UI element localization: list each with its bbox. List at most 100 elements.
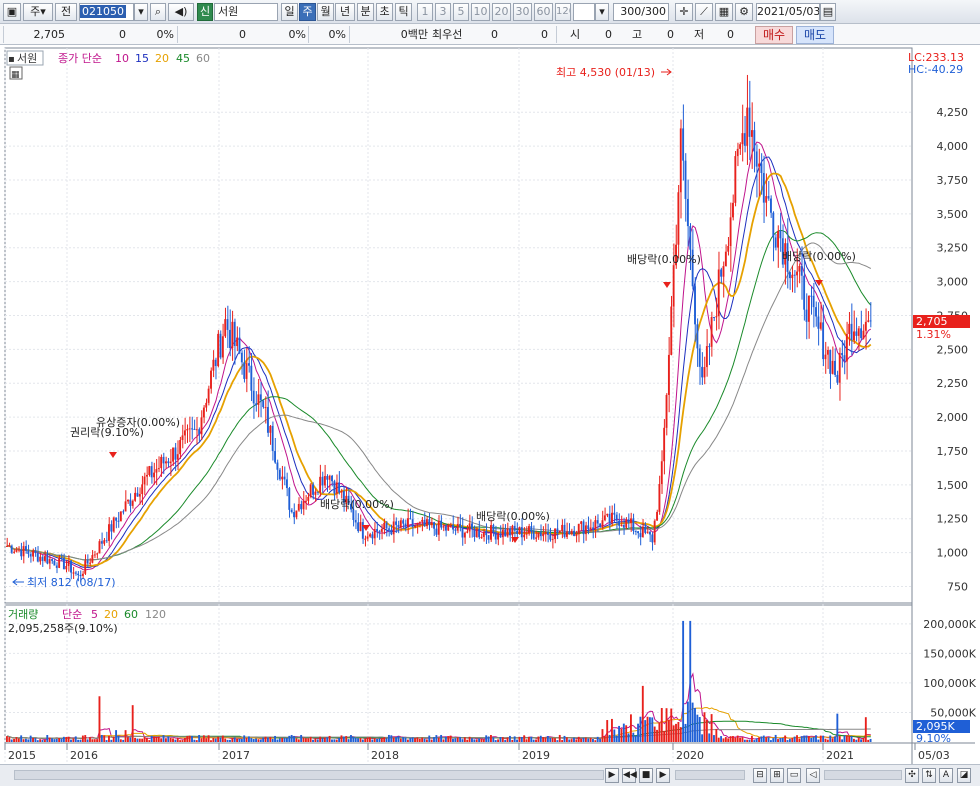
volume-bar bbox=[620, 728, 623, 742]
period-month-button[interactable]: 월 bbox=[317, 3, 334, 21]
candle-body bbox=[468, 523, 471, 532]
volume-bar bbox=[58, 738, 61, 742]
volume-bar bbox=[463, 737, 466, 742]
calendar-icon[interactable]: ▤ bbox=[820, 3, 836, 21]
scale-icon[interactable]: ⇅ bbox=[922, 768, 936, 783]
volume-bar bbox=[845, 735, 848, 742]
scroll-right-button[interactable]: ▶ bbox=[605, 768, 619, 783]
code-dropdown-icon[interactable]: ▾ bbox=[134, 3, 148, 21]
count-120-button[interactable]: 120 bbox=[555, 3, 571, 21]
time-scrollbar[interactable] bbox=[14, 770, 604, 780]
volume-bar bbox=[399, 738, 402, 742]
candle-body bbox=[380, 528, 383, 532]
sell-button[interactable]: 매도 bbox=[796, 26, 834, 44]
high-label: 고 bbox=[632, 28, 643, 41]
candle-body bbox=[482, 531, 485, 537]
candle-body bbox=[727, 246, 730, 252]
count-5-button[interactable]: 5 bbox=[453, 3, 469, 21]
period-day-button[interactable]: 일 bbox=[281, 3, 298, 21]
speed-slider[interactable] bbox=[675, 770, 745, 780]
candle-body bbox=[627, 519, 630, 524]
volume-bar bbox=[24, 738, 27, 742]
candle-body bbox=[836, 374, 839, 383]
volume-bar bbox=[245, 738, 248, 742]
volume-bar bbox=[663, 730, 666, 742]
auto-zoom-icon[interactable]: ✣ bbox=[905, 768, 919, 783]
zoom-out-icon[interactable]: ⊟ bbox=[753, 768, 767, 783]
candle-body bbox=[691, 249, 694, 287]
market-select[interactable]: 전 bbox=[55, 3, 77, 21]
fit-icon[interactable]: ▭ bbox=[787, 768, 801, 783]
date-input[interactable]: 2021/05/03 bbox=[756, 3, 820, 21]
chart-area[interactable]: 750 1,000 1,250 1,500 1,750 2,000 2,250 2,500 2,… bbox=[0, 45, 980, 764]
candle-body bbox=[198, 429, 201, 435]
count-30-button[interactable]: 30 bbox=[513, 3, 532, 21]
volume-bar bbox=[637, 723, 639, 742]
candle-body bbox=[684, 160, 687, 199]
count-20-button[interactable]: 20 bbox=[492, 3, 511, 21]
candle-body bbox=[793, 274, 796, 276]
stock-type-select[interactable]: 주▾ bbox=[23, 3, 53, 21]
rewind-button[interactable]: ◀◀ bbox=[622, 768, 637, 783]
count-1-button[interactable]: 1 bbox=[417, 3, 433, 21]
candle-body bbox=[219, 333, 222, 358]
volume-bar bbox=[857, 738, 860, 742]
move-left-icon[interactable]: ◁ bbox=[806, 768, 820, 783]
crosshair-icon[interactable]: ✛ bbox=[675, 3, 693, 21]
volume-bar bbox=[340, 735, 343, 742]
stock-chart[interactable]: 750 1,000 1,250 1,500 1,750 2,000 2,250 2,500 2,… bbox=[0, 45, 980, 764]
candle-body bbox=[679, 128, 682, 193]
zoom-slider[interactable] bbox=[824, 770, 902, 780]
volume-bar bbox=[84, 735, 87, 742]
chart-menu-icon[interactable]: ▣ bbox=[3, 3, 21, 21]
candle-body bbox=[193, 428, 196, 430]
volume-bar bbox=[352, 736, 355, 742]
chart-type-icon[interactable]: ◪ bbox=[957, 768, 971, 783]
stop-button[interactable]: ■ bbox=[639, 768, 653, 783]
count-10-button[interactable]: 10 bbox=[471, 3, 490, 21]
volume-bar bbox=[153, 736, 155, 742]
period-minute-button[interactable]: 분 bbox=[357, 3, 374, 21]
custom-count-dropdown-icon[interactable]: ▾ bbox=[595, 3, 609, 21]
period-second-button[interactable]: 초 bbox=[376, 3, 393, 21]
panel-menu-icon[interactable]: ▪ bbox=[8, 54, 15, 65]
count-60-button[interactable]: 60 bbox=[534, 3, 553, 21]
sound-icon[interactable]: ◀) bbox=[168, 3, 194, 21]
volume-bar bbox=[838, 736, 841, 742]
grid-icon[interactable]: ▦ bbox=[715, 3, 733, 21]
custom-count-input[interactable] bbox=[573, 3, 595, 21]
display-range-input[interactable]: 300/300 bbox=[613, 3, 669, 21]
candle-body bbox=[67, 560, 70, 567]
zoom-in-icon[interactable]: ⊞ bbox=[770, 768, 784, 783]
font-icon[interactable]: A bbox=[939, 768, 953, 783]
gear-icon[interactable]: ⚙ bbox=[735, 3, 753, 21]
candle-body bbox=[466, 531, 469, 533]
stock-code-input[interactable]: 021050 bbox=[79, 3, 134, 21]
period-week-button[interactable]: 주 bbox=[299, 3, 316, 21]
volume-bar bbox=[326, 737, 329, 742]
table-toggle-icon[interactable] bbox=[9, 66, 23, 80]
candle-body bbox=[724, 251, 727, 267]
candle-body bbox=[269, 425, 272, 433]
volume-bar bbox=[138, 738, 141, 742]
volume-bar bbox=[191, 735, 193, 742]
table-toggle-glyph: ▦ bbox=[11, 70, 20, 80]
buy-button[interactable]: 매수 bbox=[755, 26, 793, 44]
panel-title-box[interactable] bbox=[6, 50, 44, 66]
volume-bar bbox=[205, 738, 208, 742]
play-button[interactable]: ▶ bbox=[656, 768, 670, 783]
candle-body bbox=[103, 540, 106, 544]
period-year-button[interactable]: 년 bbox=[335, 3, 355, 21]
stock-name-field[interactable]: 서원 bbox=[214, 3, 278, 21]
volume-bar bbox=[523, 735, 526, 742]
count-3-button[interactable]: 3 bbox=[435, 3, 451, 21]
period-tick-button[interactable]: 틱 bbox=[395, 3, 412, 21]
candle-body bbox=[131, 500, 134, 506]
candle-body bbox=[264, 407, 267, 409]
candle-body bbox=[478, 529, 481, 538]
candle-body bbox=[504, 529, 507, 537]
search-icon[interactable]: ⌕ bbox=[150, 3, 166, 21]
candle-body bbox=[592, 527, 594, 529]
line-tool-icon[interactable]: ⟋ bbox=[695, 3, 713, 21]
volume-bar bbox=[573, 737, 575, 742]
